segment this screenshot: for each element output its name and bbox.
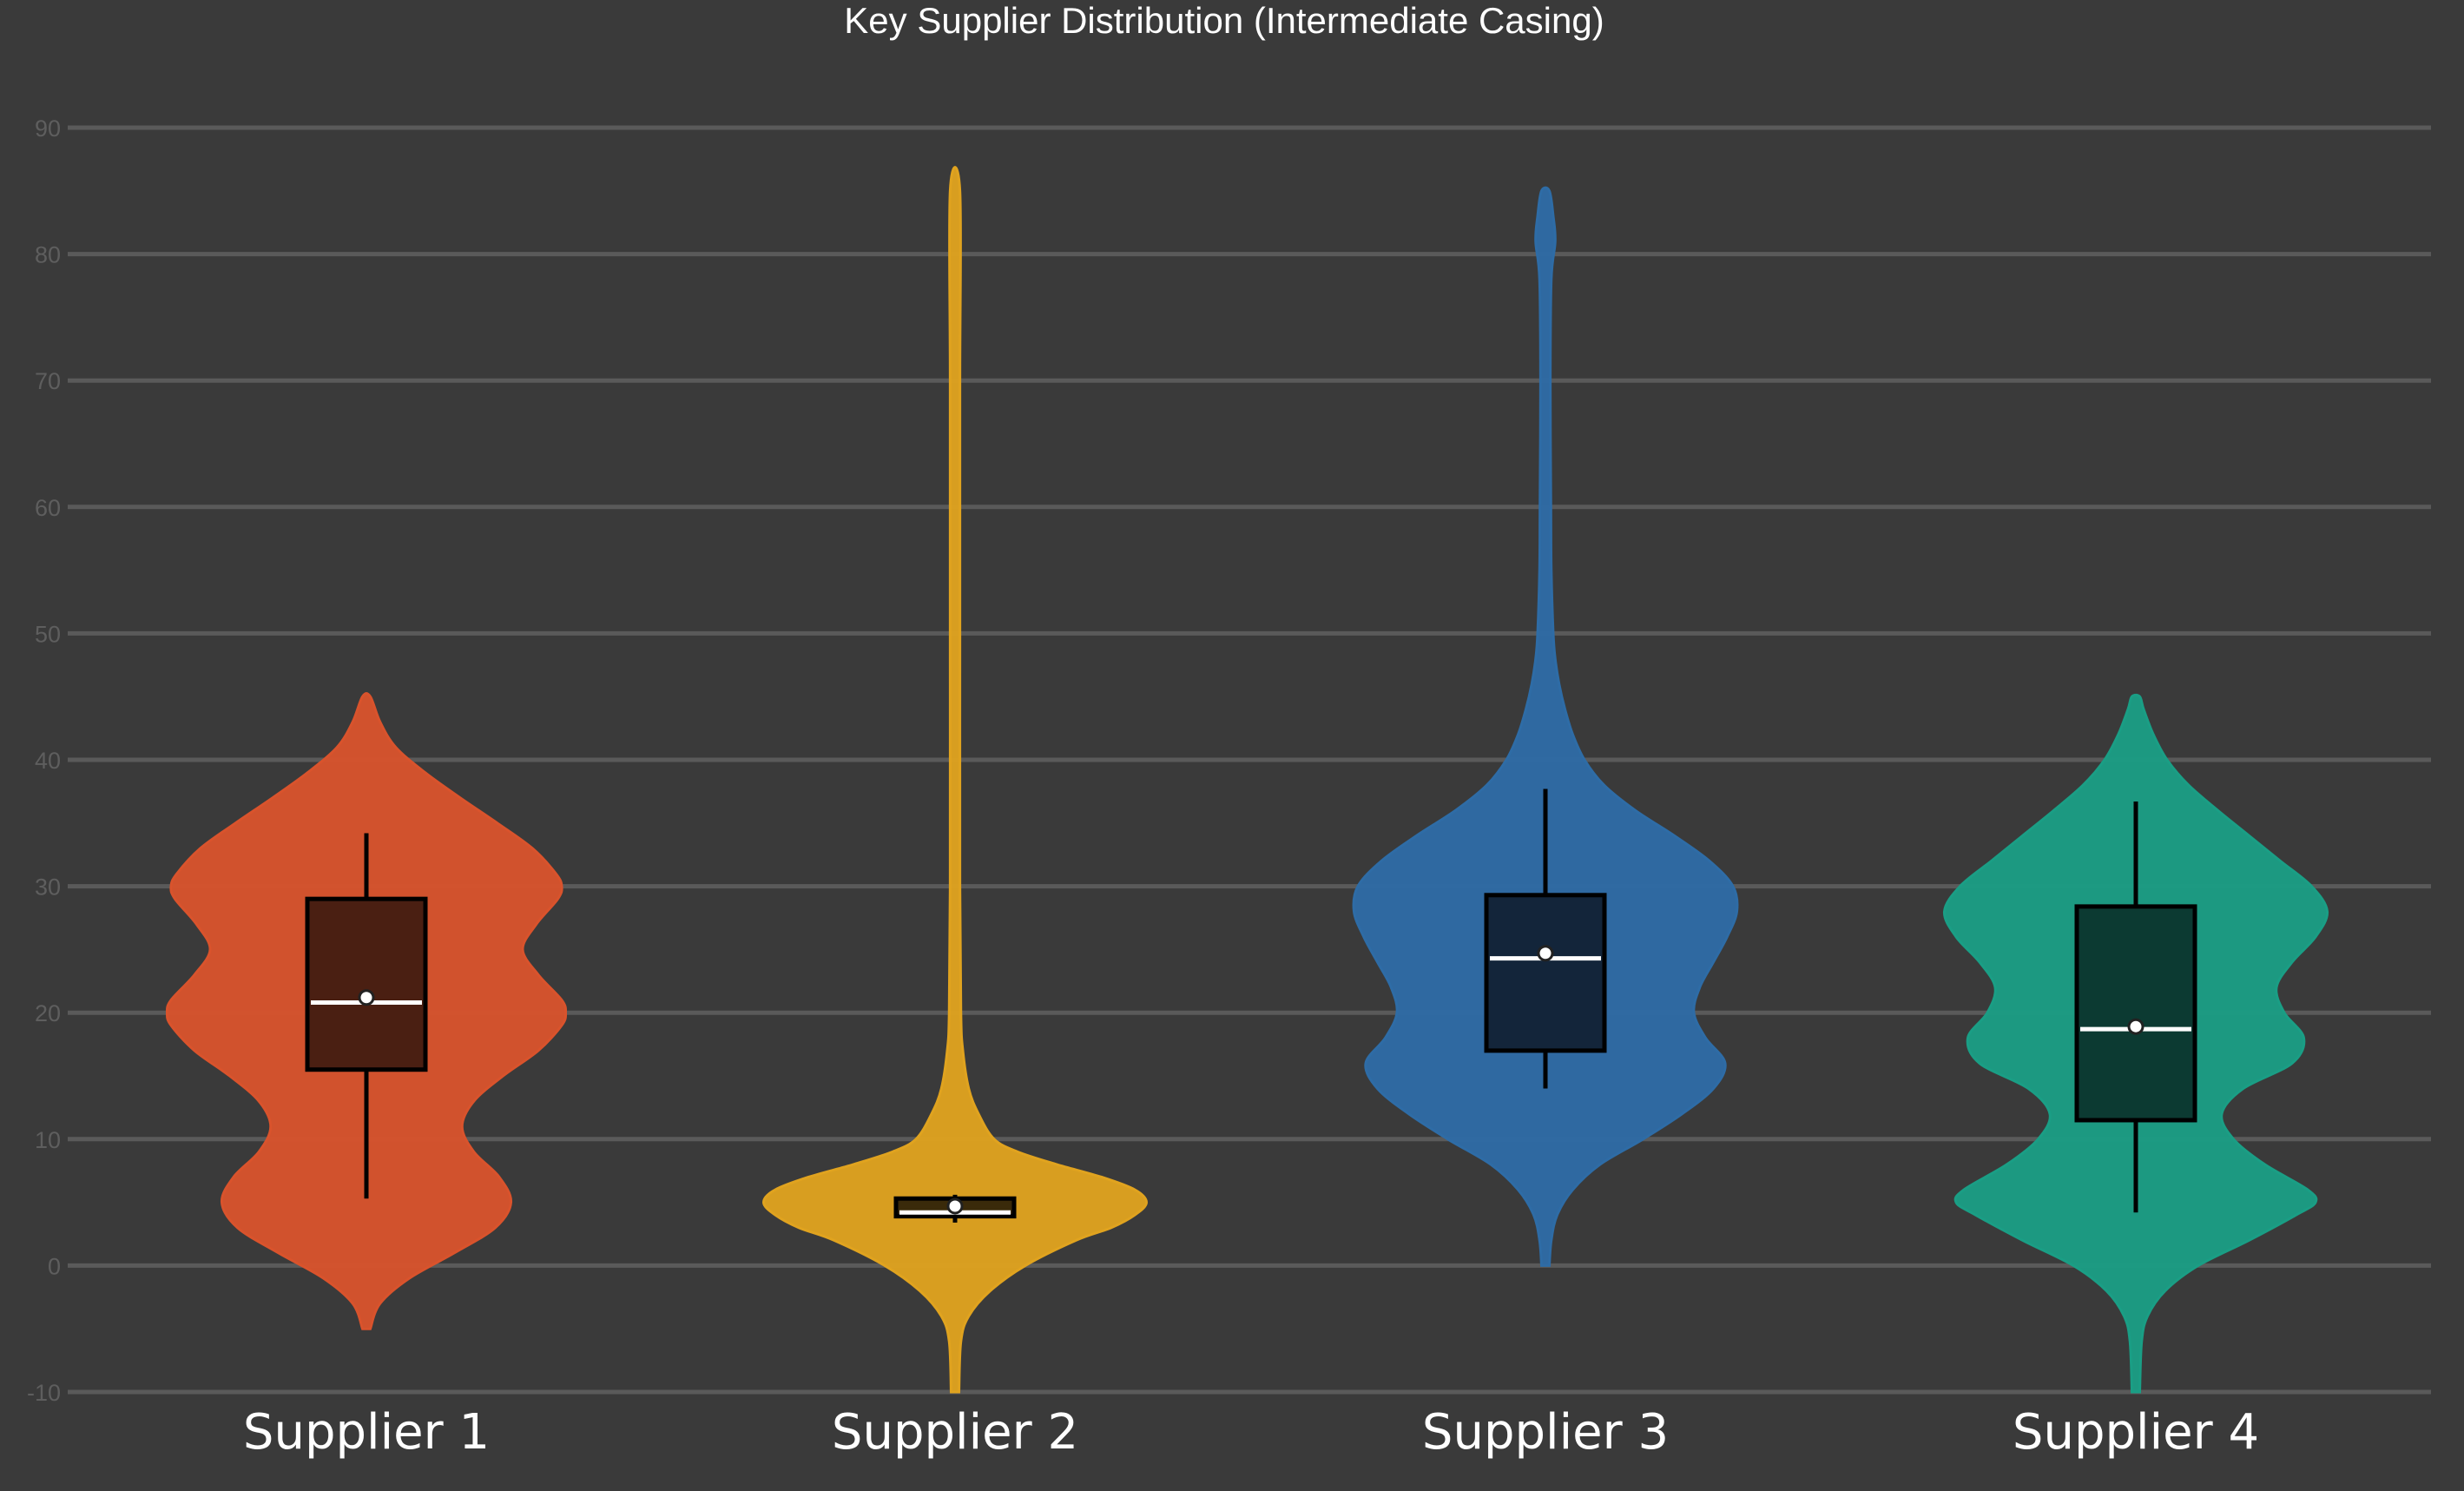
y-tick-label: -10 <box>27 1380 61 1406</box>
y-tick-label: 10 <box>35 1127 61 1153</box>
violin-body <box>761 166 1149 1394</box>
y-tick-label: 60 <box>35 495 61 521</box>
x-category-label: Supplier 2 <box>832 1404 1078 1461</box>
violins <box>165 166 2329 1394</box>
chart-title: Key Supplier Distribution (Intermediate … <box>844 0 1604 41</box>
x-category-label: Supplier 3 <box>1422 1404 1669 1461</box>
x-axis-categories: Supplier 1 Supplier 2 Supplier 3 Supplier 4 <box>243 1404 2259 1461</box>
x-category-label: Supplier 1 <box>243 1404 490 1461</box>
y-tick-label: 0 <box>48 1253 61 1279</box>
violin-group <box>761 166 1149 1394</box>
mean-marker <box>1537 945 1554 962</box>
y-tick-label: 20 <box>35 1000 61 1026</box>
y-tick-label: 40 <box>35 748 61 774</box>
x-category-label: Supplier 4 <box>2013 1404 2259 1461</box>
y-tick-label: 70 <box>35 368 61 394</box>
y-axis-ticks: -10 0 10 20 30 40 50 60 70 80 90 <box>27 115 61 1406</box>
iqr-box <box>1484 893 1607 1053</box>
y-tick-label: 50 <box>35 621 61 647</box>
mean-marker <box>2127 1018 2144 1035</box>
violin-body <box>1352 186 1739 1267</box>
y-tick-label: 90 <box>35 115 61 142</box>
y-tick-label: 30 <box>35 874 61 901</box>
mean-marker <box>358 989 375 1006</box>
violin-group <box>1942 693 2329 1394</box>
y-tick-label: 80 <box>35 242 61 268</box>
iqr-box <box>2074 904 2197 1123</box>
violin-group <box>165 692 568 1330</box>
mean-marker <box>946 1197 964 1215</box>
violin-group <box>1352 186 1739 1267</box>
iqr-box <box>305 896 428 1072</box>
